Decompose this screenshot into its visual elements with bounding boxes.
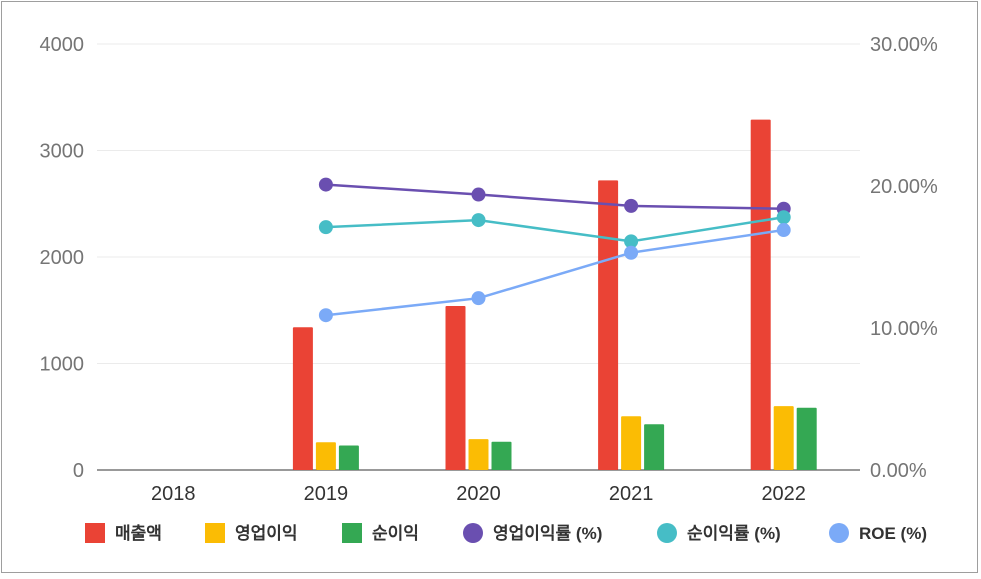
bar (796, 407, 817, 470)
bar (445, 305, 466, 470)
bar-series-group (292, 119, 817, 471)
point (624, 234, 639, 249)
point (471, 187, 486, 202)
left-tick-label: 1000 (40, 354, 85, 376)
x-tick-label: 2019 (304, 483, 349, 505)
bar (468, 439, 489, 470)
right-tick-label: 10.00% (870, 318, 938, 340)
point (624, 245, 639, 260)
legend-label: 순이익 (372, 524, 419, 543)
left-tick-label: 2000 (40, 247, 85, 269)
bar (598, 180, 619, 470)
x-axis: 2018 2019 2020 2021 2022 (151, 483, 806, 505)
legend-label: 영업이익 (235, 524, 298, 543)
left-tick-label: 0 (73, 460, 84, 482)
bar (292, 327, 313, 470)
legend-label: 영업이익률 (%) (493, 524, 602, 543)
point (318, 220, 333, 235)
series-line (325, 216, 784, 243)
bar (773, 406, 794, 470)
bar (315, 442, 336, 470)
x-tick-label: 2018 (151, 483, 196, 505)
legend-swatch (463, 523, 483, 543)
point (318, 177, 333, 192)
left-axis: 0 1000 2000 3000 4000 (40, 34, 85, 482)
right-axis: 0.00% 10.00% 20.00% 30.00% (870, 34, 938, 482)
legend-label: 매출액 (115, 524, 162, 543)
point (776, 223, 791, 238)
right-tick-label: 20.00% (870, 176, 938, 198)
x-tick-label: 2022 (761, 483, 806, 505)
left-tick-label: 4000 (40, 34, 85, 56)
bar (338, 445, 359, 470)
legend-swatch (205, 523, 225, 543)
legend: 매출액 영업이익 순이익 영업이익률 (%) 순이익률 (%) ROE (%) (85, 523, 927, 543)
bar (491, 441, 512, 470)
legend-label: 순이익률 (%) (687, 524, 781, 543)
legend-swatch (342, 523, 362, 543)
right-tick-label: 0.00% (870, 460, 927, 482)
bar (621, 416, 642, 470)
left-tick-label: 3000 (40, 141, 85, 163)
legend-label: ROE (%) (859, 524, 927, 543)
x-tick-label: 2021 (609, 483, 654, 505)
point (471, 291, 486, 306)
point (624, 198, 639, 213)
legend-swatch (829, 523, 849, 543)
line-series-group (318, 177, 791, 323)
gridlines (97, 43, 860, 471)
x-tick-label: 2020 (456, 483, 501, 505)
right-tick-label: 30.00% (870, 34, 938, 56)
legend-swatch (85, 523, 105, 543)
series-line (325, 183, 784, 210)
series-line (325, 228, 784, 317)
point (776, 210, 791, 225)
bar (750, 119, 771, 471)
bar (644, 424, 665, 470)
point (318, 308, 333, 323)
point (471, 213, 486, 228)
legend-swatch (657, 523, 677, 543)
